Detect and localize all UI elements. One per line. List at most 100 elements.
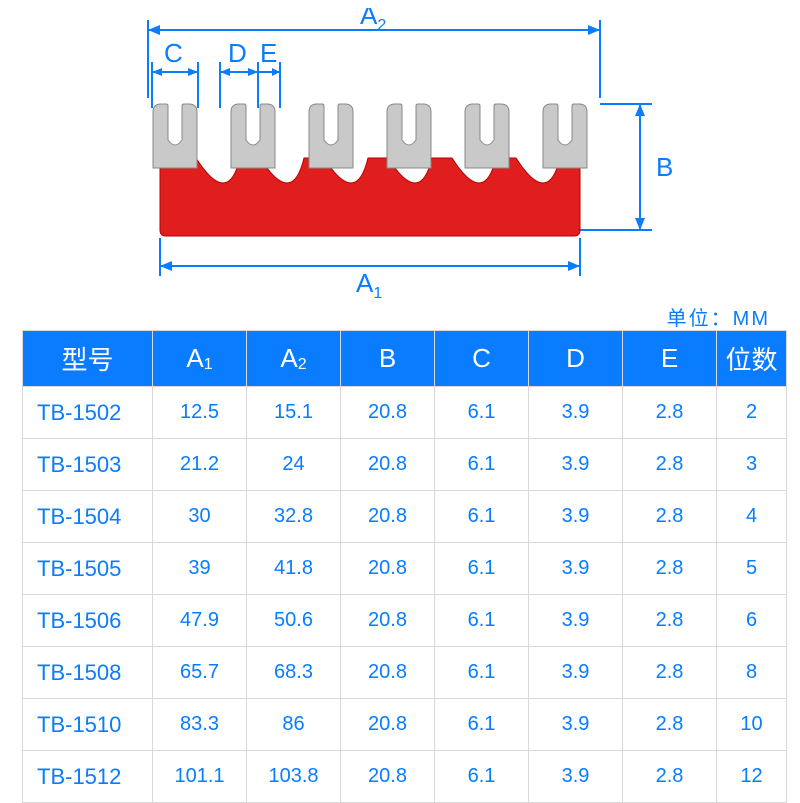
cell-a1: 65.7: [153, 647, 247, 699]
unit-label: 单位：MM: [667, 302, 770, 331]
dim-b: B: [580, 104, 673, 230]
dim-e: E: [258, 38, 280, 108]
dim-a2-sub: 2: [377, 17, 386, 34]
th-c: C: [435, 331, 529, 387]
fork-prong: [387, 104, 431, 168]
cell-a1: 83.3: [153, 699, 247, 751]
table-header-row: 型号 A1 A2 B C D E 位数: [23, 331, 787, 387]
cell-model: TB-1505: [23, 543, 153, 595]
cell-c: 6.1: [435, 439, 529, 491]
cell-a2: 41.8: [247, 543, 341, 595]
table-row: TB-150212.515.120.86.13.92.82: [23, 387, 787, 439]
cell-e: 2.8: [623, 647, 717, 699]
cell-a1: 47.9: [153, 595, 247, 647]
cell-a2: 50.6: [247, 595, 341, 647]
cell-e: 2.8: [623, 699, 717, 751]
cell-c: 6.1: [435, 491, 529, 543]
cell-d: 3.9: [529, 647, 623, 699]
fork-prong: [153, 104, 197, 168]
cell-c: 6.1: [435, 647, 529, 699]
cell-e: 2.8: [623, 543, 717, 595]
th-e: E: [623, 331, 717, 387]
cell-count: 4: [717, 491, 787, 543]
cell-b: 20.8: [341, 439, 435, 491]
table-row: TB-150865.768.320.86.13.92.88: [23, 647, 787, 699]
cell-d: 3.9: [529, 595, 623, 647]
cell-a1: 39: [153, 543, 247, 595]
diagram-svg: A2 C D E B: [100, 8, 700, 298]
cell-count: 12: [717, 751, 787, 803]
dim-d: D: [220, 38, 258, 108]
th-model: 型号: [23, 331, 153, 387]
fork-prong: [231, 104, 275, 168]
cell-d: 3.9: [529, 491, 623, 543]
th-a1: A1: [153, 331, 247, 387]
table-row: TB-150321.22420.86.13.92.83: [23, 439, 787, 491]
table-row: TB-15053941.820.86.13.92.85: [23, 543, 787, 595]
cell-a2: 68.3: [247, 647, 341, 699]
th-a2: A2: [247, 331, 341, 387]
cell-b: 20.8: [341, 595, 435, 647]
table-row: TB-1512101.1103.820.86.13.92.812: [23, 751, 787, 803]
table-row: TB-15043032.820.86.13.92.84: [23, 491, 787, 543]
cell-model: TB-1504: [23, 491, 153, 543]
cell-count: 5: [717, 543, 787, 595]
cell-a1: 21.2: [153, 439, 247, 491]
cell-count: 2: [717, 387, 787, 439]
fork-prong: [465, 104, 509, 168]
cell-a2: 86: [247, 699, 341, 751]
cell-a1: 101.1: [153, 751, 247, 803]
terminal-strip: [153, 104, 587, 236]
cell-b: 20.8: [341, 647, 435, 699]
cell-a1: 12.5: [153, 387, 247, 439]
cell-e: 2.8: [623, 387, 717, 439]
dim-d-label: D: [228, 38, 247, 68]
cell-count: 3: [717, 439, 787, 491]
fork-prong: [309, 104, 353, 168]
dimension-diagram: A2 C D E B: [100, 8, 700, 298]
cell-c: 6.1: [435, 699, 529, 751]
cell-model: TB-1512: [23, 751, 153, 803]
cell-d: 3.9: [529, 751, 623, 803]
cell-b: 20.8: [341, 751, 435, 803]
table-row: TB-151083.38620.86.13.92.810: [23, 699, 787, 751]
th-count: 位数: [717, 331, 787, 387]
dim-e-label: E: [260, 38, 277, 68]
cell-b: 20.8: [341, 387, 435, 439]
cell-d: 3.9: [529, 543, 623, 595]
dim-a2: A2: [148, 8, 600, 98]
cell-e: 2.8: [623, 439, 717, 491]
cell-a2: 103.8: [247, 751, 341, 803]
dim-c: C: [152, 38, 198, 108]
cell-model: TB-1503: [23, 439, 153, 491]
fork-prong: [543, 104, 587, 168]
cell-c: 6.1: [435, 387, 529, 439]
dim-a1: A1: [160, 238, 580, 298]
cell-e: 2.8: [623, 491, 717, 543]
cell-a2: 15.1: [247, 387, 341, 439]
cell-model: TB-1506: [23, 595, 153, 647]
spec-table: 型号 A1 A2 B C D E 位数 TB-150212.515.120.86…: [22, 330, 787, 803]
cell-a2: 32.8: [247, 491, 341, 543]
cell-d: 3.9: [529, 699, 623, 751]
cell-count: 8: [717, 647, 787, 699]
table-row: TB-150647.950.620.86.13.92.86: [23, 595, 787, 647]
dim-a1-label: A: [356, 268, 374, 298]
cell-b: 20.8: [341, 699, 435, 751]
cell-b: 20.8: [341, 543, 435, 595]
cell-count: 6: [717, 595, 787, 647]
th-b: B: [341, 331, 435, 387]
cell-model: TB-1502: [23, 387, 153, 439]
cell-d: 3.9: [529, 387, 623, 439]
cell-e: 2.8: [623, 751, 717, 803]
cell-c: 6.1: [435, 543, 529, 595]
cell-model: TB-1508: [23, 647, 153, 699]
cell-c: 6.1: [435, 751, 529, 803]
dim-c-label: C: [164, 38, 183, 68]
dim-a2-label: A: [360, 8, 378, 30]
cell-count: 10: [717, 699, 787, 751]
dim-b-label: B: [656, 152, 673, 182]
cell-d: 3.9: [529, 439, 623, 491]
th-d: D: [529, 331, 623, 387]
cell-e: 2.8: [623, 595, 717, 647]
